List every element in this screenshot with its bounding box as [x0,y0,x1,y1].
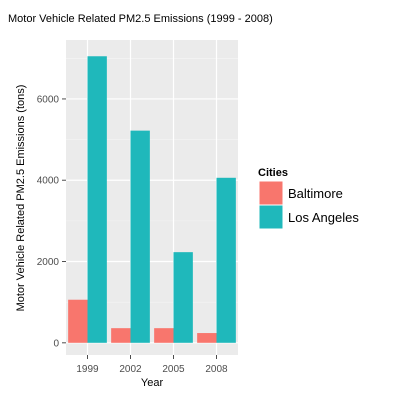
bar-baltimore-2008 [197,333,217,343]
y-tick-label: 4000 [37,176,60,187]
bar-los-angeles-2005 [173,252,193,343]
bar-los-angeles-2002 [130,130,150,343]
legend-label-baltimore: Baltimore [288,186,343,201]
x-tick-label: 2002 [119,364,142,375]
legend-title: Cities [258,167,288,179]
y-tick-label: 2000 [37,257,60,268]
chart-title: Motor Vehicle Related PM2.5 Emissions (1… [8,13,273,25]
x-axis: 1999 2002 2005 2008 [76,355,228,375]
y-axis: 0 2000 4000 6000 [37,94,66,349]
bar-baltimore-1999 [68,299,88,343]
bar-los-angeles-1999 [87,56,107,343]
legend: Cities Baltimore Los Angeles [258,167,359,230]
legend-key-los-angeles [258,204,284,230]
bars [68,56,236,343]
x-tick-label: 2005 [162,364,185,375]
legend-label-los-angeles: Los Angeles [288,210,359,225]
x-axis-title: Year [141,377,164,389]
legend-key-baltimore [258,180,284,206]
y-tick-label: 6000 [37,94,60,105]
y-tick-label: 0 [53,338,59,349]
x-tick-label: 2008 [205,364,228,375]
x-tick-label: 1999 [76,364,99,375]
bar-baltimore-2002 [111,328,131,343]
bar-los-angeles-2008 [216,177,236,343]
bar-baltimore-2005 [154,328,174,343]
y-axis-title: Motor Vehicle Related PM2.5 Emissions (t… [15,85,27,312]
